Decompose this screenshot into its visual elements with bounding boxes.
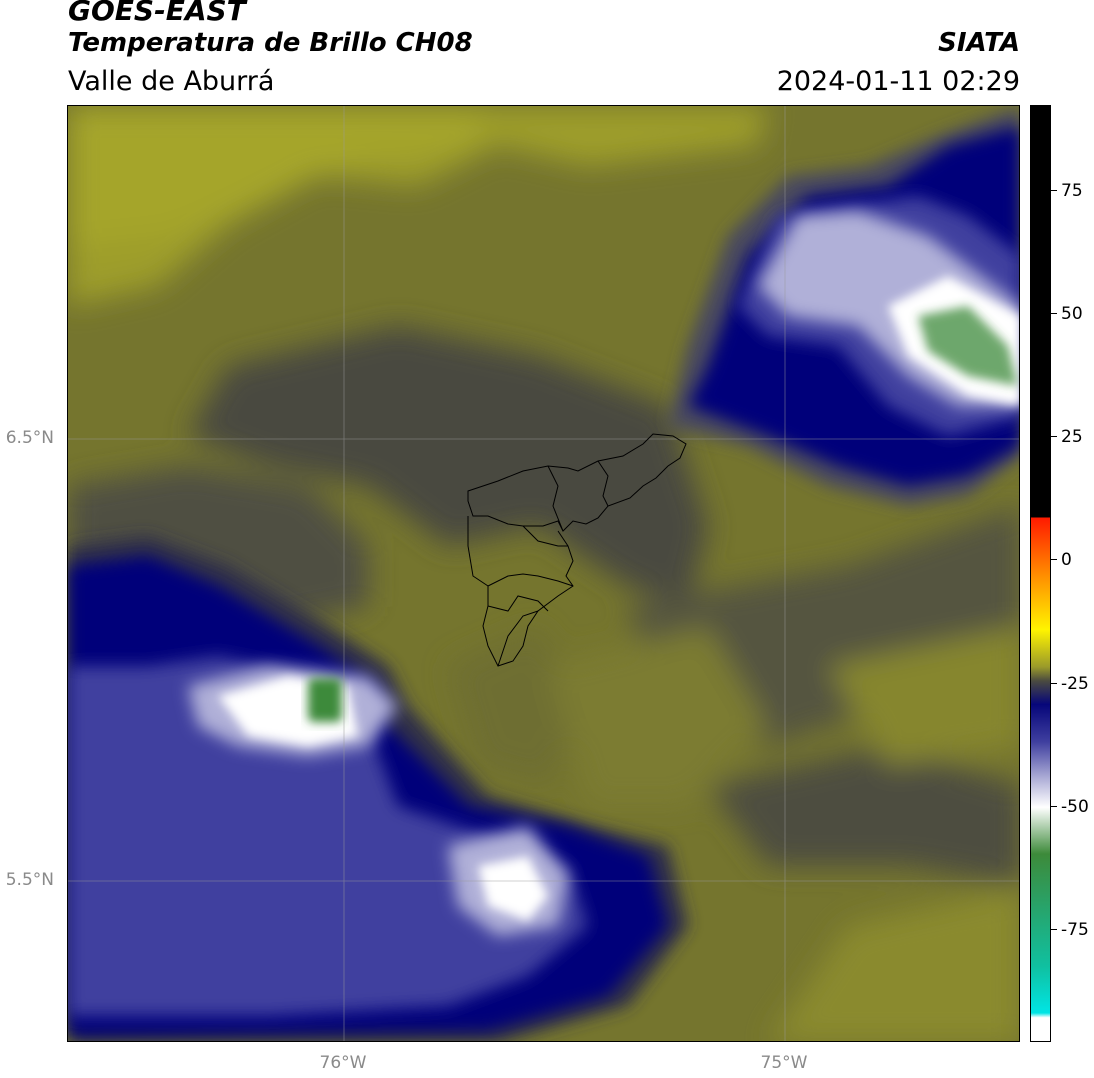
lon-label-76w: 76°W (319, 1053, 367, 1073)
colorbar-tick (1051, 313, 1057, 314)
colorbar-tick (1051, 559, 1057, 560)
colorbar (1030, 105, 1051, 1042)
colorbar-tick (1051, 436, 1057, 437)
warm-region-north (68, 106, 768, 306)
lon-label-75w: 75°W (760, 1053, 808, 1073)
colorbar-label: 75 (1061, 181, 1083, 201)
colorbar-label: -75 (1061, 920, 1089, 940)
colorbar-tick (1051, 806, 1057, 807)
satellite-title: GOES-EAST (68, 0, 246, 27)
colorbar-label: -50 (1061, 797, 1089, 817)
lat-label-5-5n: 5.5°N (5, 870, 54, 890)
product-title: Temperatura de Brillo CH08 (68, 28, 473, 58)
lat-label-6-5n: 6.5°N (5, 428, 54, 448)
brightness-temperature-map (68, 106, 1019, 1041)
coldest-spot (308, 678, 342, 722)
datetime-label: 2024-01-11 02:29 (776, 66, 1020, 97)
cold-cloud-northeast (668, 106, 1019, 506)
aburra-valley-boundaries (467, 433, 687, 667)
mid-temperature-region (68, 326, 1019, 1041)
graticule (68, 106, 1019, 1041)
organization-label: SIATA (938, 28, 1020, 58)
colorbar-tick (1051, 929, 1057, 930)
colorbar-label: 25 (1061, 427, 1083, 447)
colorbar-label: 0 (1061, 550, 1072, 570)
region-title: Valle de Aburrá (68, 66, 275, 97)
map-panel[interactable] (67, 105, 1020, 1042)
cold-cloud-southwest (68, 536, 688, 1041)
colorbar-label: -25 (1061, 674, 1089, 694)
colorbar-tick (1051, 683, 1057, 684)
colorbar-tick (1051, 190, 1057, 191)
colorbar-label: 50 (1061, 304, 1083, 324)
